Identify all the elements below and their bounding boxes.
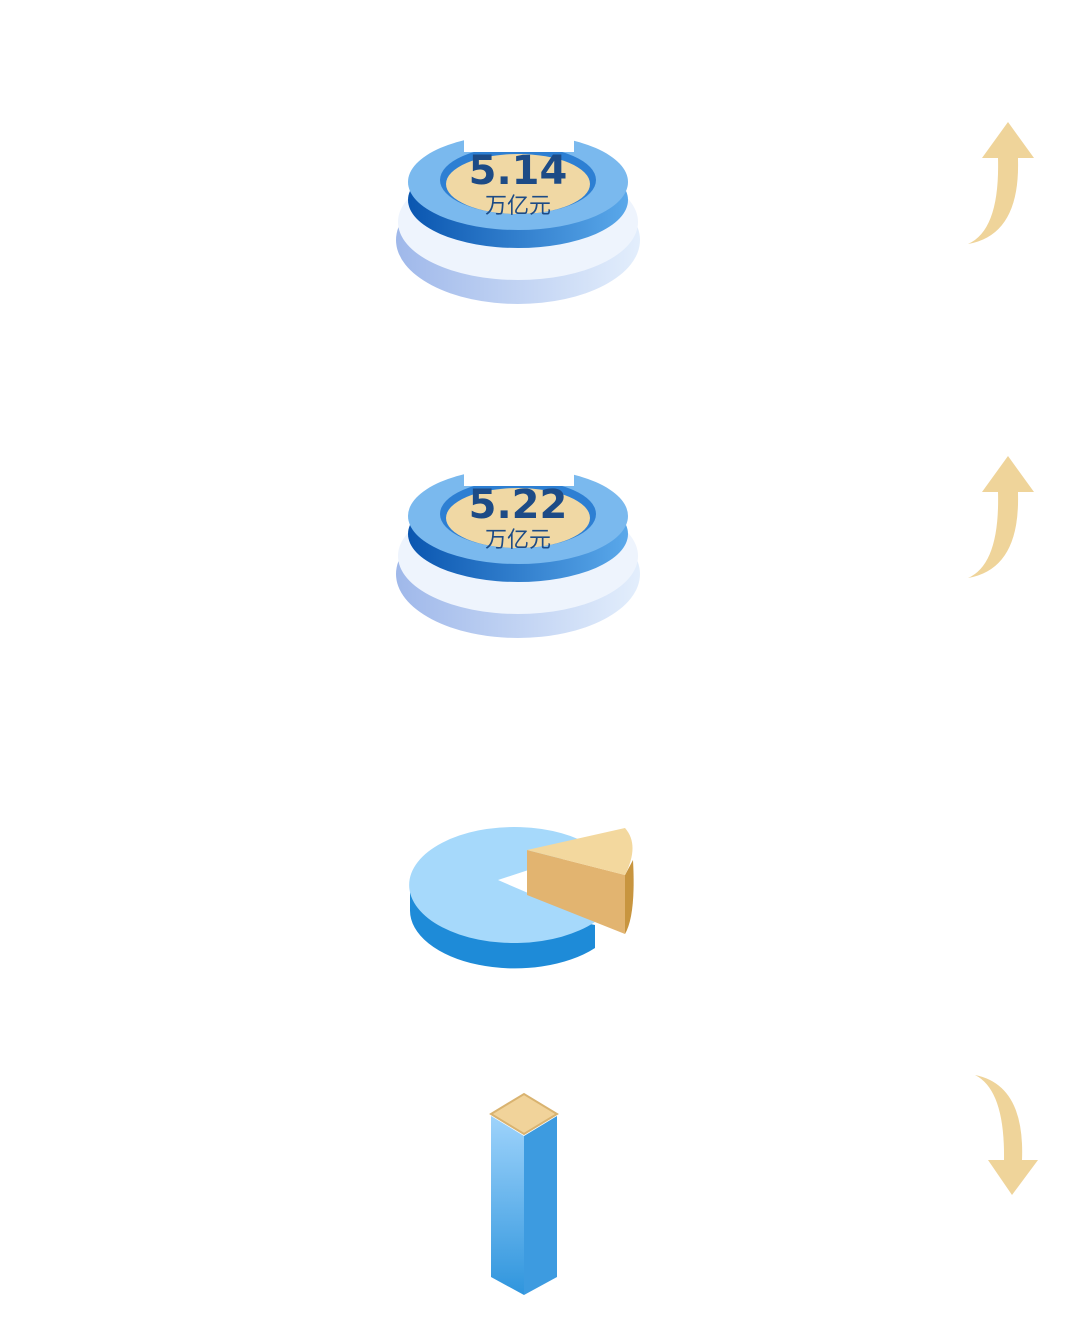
value: 5.14 xyxy=(469,148,568,194)
down-arrow xyxy=(975,1075,1038,1195)
value: 5.22 xyxy=(469,482,568,528)
up-arrow xyxy=(968,456,1034,578)
pie-icon xyxy=(409,827,634,969)
unit: 万亿元 xyxy=(485,528,551,553)
bar-icon xyxy=(489,1092,559,1295)
unit: 万亿元 xyxy=(485,194,551,219)
up-arrow xyxy=(968,122,1034,244)
